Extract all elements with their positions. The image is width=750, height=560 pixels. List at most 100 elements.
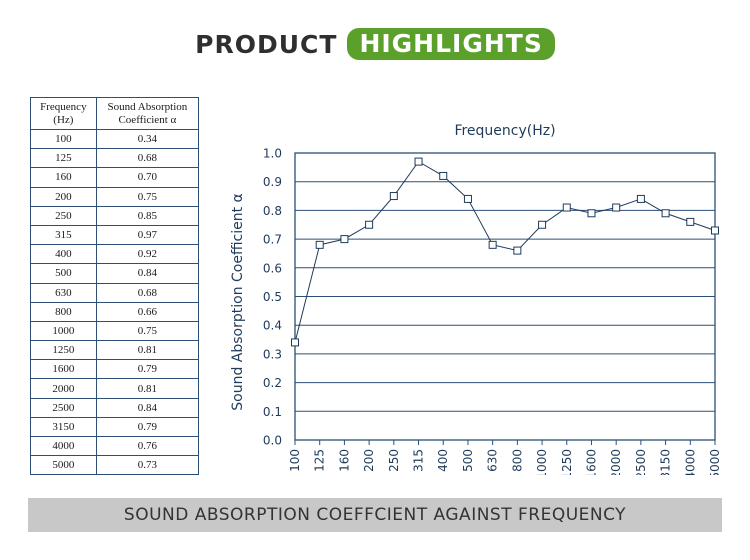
coefficient-cell: 0.68 xyxy=(95,282,200,303)
x-tick-label: 2500 xyxy=(634,449,648,475)
coefficient-cell: 0.81 xyxy=(95,378,200,399)
data-point-marker xyxy=(538,220,547,229)
frequency-cell: 2000 xyxy=(30,378,97,399)
y-tick-label: 0.8 xyxy=(263,204,282,218)
data-point-marker xyxy=(636,194,645,203)
y-tick-label: 0.5 xyxy=(263,290,282,304)
heading-product: PRODUCT xyxy=(195,29,338,59)
x-tick-label: 2000 xyxy=(609,449,623,475)
data-point-marker xyxy=(340,235,349,244)
coefficient-cell: 0.92 xyxy=(95,244,200,265)
table-row: 3150 0.79 xyxy=(30,416,200,438)
table-row: 4000 0.76 xyxy=(30,435,200,457)
frequency-cell: 400 xyxy=(30,244,97,265)
table-row: 630 0.68 xyxy=(30,282,200,303)
y-tick-label: 0.9 xyxy=(263,175,282,189)
data-point-marker xyxy=(414,157,423,166)
heading-highlights-badge: HIGHLIGHTS xyxy=(347,28,555,60)
coefficient-cell: 0.97 xyxy=(95,224,200,246)
table-row: 125 0.68 xyxy=(30,148,200,169)
data-point-marker xyxy=(513,246,522,255)
coefficient-cell: 0.34 xyxy=(95,128,200,150)
absorption-chart: Frequency(Hz) Sound Absorption Coefficie… xyxy=(230,123,722,475)
coefficient-cell: 0.79 xyxy=(95,359,200,380)
chart-gridlines xyxy=(294,152,716,441)
frequency-cell: 5000 xyxy=(30,455,97,476)
table-body: 100 0.34 125 0.68 160 0.70 200 0.75 250 0.85 315 0.… xyxy=(30,128,200,476)
frequency-cell: 250 xyxy=(30,205,97,226)
header-coefficient: Sound Absorption Coefficient α xyxy=(95,97,200,130)
frequency-cell: 630 xyxy=(30,282,97,303)
table-row: 315 0.97 xyxy=(30,224,200,246)
coefficient-cell: 0.75 xyxy=(95,320,200,342)
frequency-cell: 4000 xyxy=(30,435,97,457)
absorption-table: Frequency (Hz) Sound Absorption Coeffici… xyxy=(30,97,200,476)
coefficient-cell: 0.70 xyxy=(95,167,200,188)
coefficient-cell: 0.68 xyxy=(95,148,200,169)
coefficient-cell: 0.66 xyxy=(95,301,200,322)
frequency-cell: 500 xyxy=(30,263,97,284)
x-tick-label: 125 xyxy=(313,449,327,472)
coefficient-cell: 0.76 xyxy=(95,435,200,457)
frequency-cell: 160 xyxy=(30,167,97,188)
coefficient-cell: 0.81 xyxy=(95,340,200,361)
data-point-marker xyxy=(439,171,448,180)
data-point-marker xyxy=(291,338,299,347)
chart-x-tick-labels: 100 125 160 200 250 315 400 500 630 800 1000 1250 16… xyxy=(288,440,722,475)
x-tick-label: 1000 xyxy=(535,449,549,475)
coefficient-cell: 0.79 xyxy=(95,416,200,438)
table-row: 200 0.75 xyxy=(30,186,200,207)
frequency-cell: 125 xyxy=(30,148,97,169)
x-tick-label: 315 xyxy=(412,449,426,472)
coefficient-cell: 0.85 xyxy=(95,205,200,226)
table-row: 800 0.66 xyxy=(30,301,200,322)
y-tick-label: 0.7 xyxy=(263,233,282,247)
frequency-cell: 2500 xyxy=(30,397,97,418)
frequency-cell: 3150 xyxy=(30,416,97,438)
x-tick-label: 3150 xyxy=(659,449,673,475)
x-tick-label: 1600 xyxy=(584,449,598,475)
data-point-marker xyxy=(711,226,719,235)
data-point-marker xyxy=(612,203,621,212)
frequency-cell: 800 xyxy=(30,301,97,322)
table-row: 400 0.92 xyxy=(30,244,200,265)
frequency-cell: 315 xyxy=(30,224,97,246)
x-tick-label: 1250 xyxy=(560,449,574,475)
y-tick-label: 0.2 xyxy=(263,376,282,390)
series-line xyxy=(294,160,716,343)
frequency-cell: 1000 xyxy=(30,320,97,342)
table-row: 2000 0.81 xyxy=(30,378,200,399)
coefficient-cell: 0.84 xyxy=(95,397,200,418)
table-row: 1000 0.75 xyxy=(30,320,200,342)
page-heading: PRODUCT HIGHLIGHTS xyxy=(0,24,750,64)
data-point-marker xyxy=(562,203,571,212)
header-frequency-line1: Frequency xyxy=(40,100,87,113)
coefficient-cell: 0.84 xyxy=(95,263,200,284)
table-row: 500 0.84 xyxy=(30,263,200,284)
y-tick-label: 1.0 xyxy=(263,147,282,161)
frequency-cell: 1600 xyxy=(30,359,97,380)
data-point-marker xyxy=(686,217,695,226)
frequency-cell: 100 xyxy=(30,128,97,150)
data-point-marker xyxy=(389,192,398,201)
x-tick-label: 400 xyxy=(436,449,450,472)
header-coefficient-line1: Sound Absorption xyxy=(107,100,188,113)
header-frequency: Frequency (Hz) xyxy=(30,97,97,130)
x-tick-label: 800 xyxy=(510,449,524,472)
x-tick-label: 4000 xyxy=(683,449,697,475)
y-tick-label: 0.3 xyxy=(263,347,282,361)
x-tick-label: 200 xyxy=(362,449,376,472)
table-row: 1600 0.79 xyxy=(30,359,200,380)
chart-y-tick-labels: 0.0 0.1 0.2 0.3 0.4 0.5 0.6 0.7 0.8 0.9 1.0 xyxy=(263,147,282,448)
frequency-cell: 1250 xyxy=(30,340,97,361)
x-tick-label: 500 xyxy=(461,449,475,472)
chart-title: Frequency(Hz) xyxy=(454,123,555,139)
table-header-row: Frequency (Hz) Sound Absorption Coeffici… xyxy=(30,97,200,130)
table-row: 100 0.34 xyxy=(30,128,200,150)
table-row: 250 0.85 xyxy=(30,205,200,226)
y-tick-label: 0.4 xyxy=(263,319,282,333)
header-coefficient-line2: Coefficient α xyxy=(118,113,177,126)
data-point-marker xyxy=(315,240,324,249)
x-tick-label: 5000 xyxy=(708,449,722,475)
x-tick-label: 100 xyxy=(288,449,302,472)
